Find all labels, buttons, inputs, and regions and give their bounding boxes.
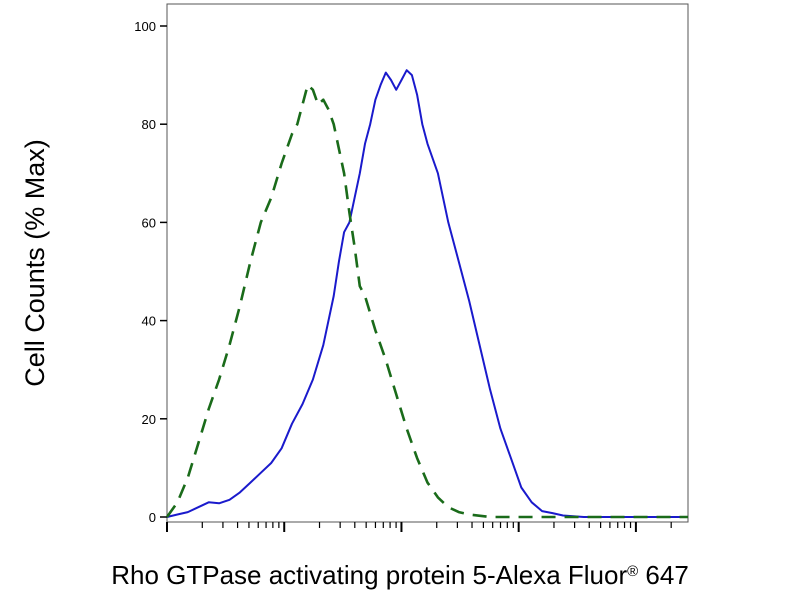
series-group <box>165 69 688 519</box>
y-axis: 0 20 40 60 80 100 <box>134 19 167 525</box>
y-tick-label: 40 <box>142 314 156 329</box>
x-axis-label-main: Rho GTPase activating protein 5-Alexa Fl… <box>111 560 627 590</box>
y-tick-label: 80 <box>142 117 156 132</box>
series-line-dashed <box>165 83 688 519</box>
y-tick-label: 60 <box>142 215 156 230</box>
y-tick-label: 0 <box>149 510 156 525</box>
y-axis-label: Cell Counts (% Max) <box>20 139 50 387</box>
x-axis-label: Rho GTPase activating protein 5-Alexa Fl… <box>111 560 689 590</box>
y-tick-label: 20 <box>142 412 156 427</box>
y-tick-label: 100 <box>134 19 156 34</box>
plot-area-frame <box>166 3 689 523</box>
x-axis-label-superscript: ® <box>627 563 638 580</box>
series-line-solid <box>166 69 688 518</box>
x-axis-label-suffix: 647 <box>638 560 689 590</box>
x-axis <box>166 522 672 532</box>
